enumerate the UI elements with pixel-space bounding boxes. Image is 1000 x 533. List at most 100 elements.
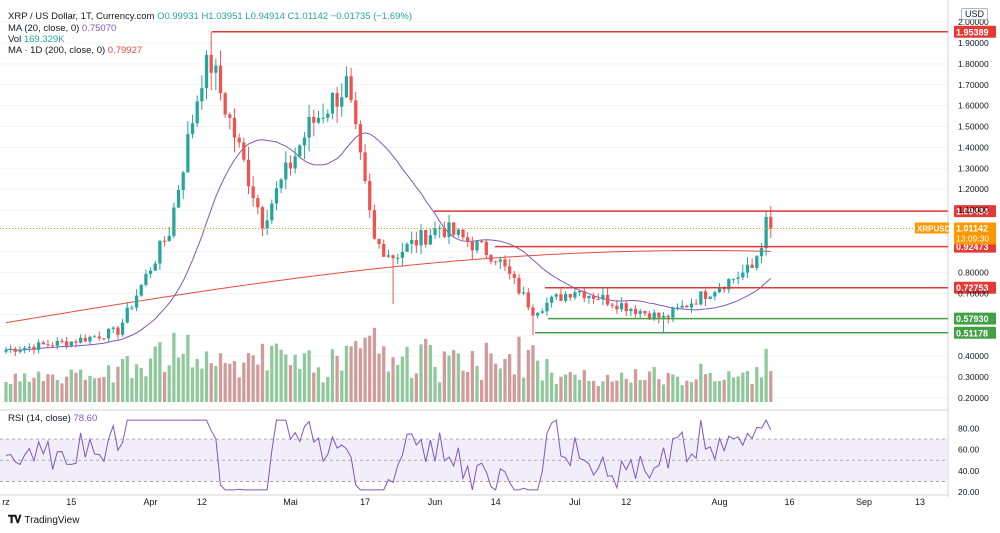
volume-bar <box>433 366 437 402</box>
candle-body <box>46 344 50 346</box>
volume-bar <box>545 358 549 402</box>
candle-body <box>605 294 610 305</box>
candle-body <box>643 311 647 314</box>
price-tick-label: 1.40000 <box>958 142 989 152</box>
volume-bar <box>158 342 162 402</box>
volume-bar <box>228 363 232 402</box>
candle-body <box>549 296 554 303</box>
volume-bar <box>755 367 759 402</box>
volume-bar <box>382 346 386 402</box>
candle-body <box>340 97 344 107</box>
candle-body <box>666 315 670 318</box>
candlestick-series <box>4 31 773 357</box>
level-label-bg <box>954 25 996 38</box>
volume-bar <box>284 354 288 402</box>
legend-rsi-row[interactable]: RSI (14, close) 78.60 <box>8 413 97 424</box>
time-tick-label: rz <box>2 497 10 507</box>
volume-bar <box>596 386 600 402</box>
horizontal-levels[interactable]: 1.95389 1.09434 0.92473 0.72753 0.57930 0.511… <box>0 25 996 339</box>
candle-body <box>51 345 55 347</box>
volume-bar <box>466 371 470 402</box>
volume-bar <box>270 345 274 402</box>
candle-body <box>326 113 330 118</box>
candle-body <box>484 241 488 256</box>
volume-bar <box>424 338 428 402</box>
volume-bar <box>554 383 558 402</box>
volume-bar <box>657 379 661 402</box>
volume-bar <box>722 379 726 402</box>
volume-bar <box>386 371 391 402</box>
volume-bar <box>335 355 339 402</box>
candle-body <box>675 307 680 309</box>
volume-bar <box>750 383 754 402</box>
candle-body <box>647 313 652 320</box>
volume-bar <box>745 371 750 402</box>
level-label: 0.51178 <box>956 328 988 338</box>
candle-body <box>745 264 750 273</box>
candle-body <box>293 156 297 169</box>
candle-body <box>405 243 409 252</box>
candle-body <box>386 255 391 257</box>
volume-bar <box>400 356 405 402</box>
candle-body <box>769 216 773 229</box>
volume-bar <box>279 349 283 402</box>
candle-body <box>480 241 484 243</box>
candle-body <box>32 346 36 350</box>
volume-bar <box>111 382 115 402</box>
volume-bar <box>209 363 213 402</box>
volume-bar <box>134 364 139 402</box>
volume-bar <box>27 381 31 402</box>
candle-body <box>610 304 614 306</box>
volume-bar <box>680 385 684 402</box>
candle-body <box>563 294 568 301</box>
candle-body <box>671 308 675 318</box>
legend-ma200-row[interactable]: MA · 1D (200, close, 0) 0.79927 <box>8 45 142 56</box>
level-label: 0.57930 <box>956 314 989 324</box>
volume-bar <box>368 335 372 402</box>
volume-bar <box>605 374 610 402</box>
volume-bar <box>442 351 446 402</box>
candle-body <box>466 237 470 242</box>
volume-bar <box>214 365 218 402</box>
volume-bar <box>200 368 204 402</box>
candle-body <box>172 207 176 236</box>
volume-bar <box>727 371 731 402</box>
candle-body <box>750 264 754 269</box>
volume-bar <box>181 353 185 402</box>
legend-symbol-row: XRP / US Dollar, 1T, Currency.com O0.999… <box>8 11 412 22</box>
legend-ma20-row[interactable]: MA (20, close, 0) 0.75070 <box>8 23 116 34</box>
volume-bar <box>540 380 544 402</box>
volume-bar <box>601 381 605 402</box>
volume-bar <box>312 372 316 402</box>
volume-bar <box>573 374 577 402</box>
time-tick-label: Sep <box>856 497 872 507</box>
volume-bar <box>125 356 129 402</box>
volume-bar <box>251 355 255 402</box>
tradingview-icon: 𝐓𝐕 <box>8 514 21 526</box>
volume-bar <box>591 380 596 402</box>
volume-bar <box>55 379 59 402</box>
candle-body <box>699 291 703 305</box>
candle-body <box>424 230 428 245</box>
volume-bar <box>517 336 521 402</box>
volume-bar <box>377 353 381 402</box>
volume-bar <box>78 369 83 402</box>
volume-bar <box>689 382 694 402</box>
candle-body <box>144 273 148 285</box>
volume-bar <box>186 334 190 402</box>
candle-body <box>162 240 167 242</box>
candle-body <box>120 322 125 335</box>
candle-body <box>456 229 460 235</box>
candle-body <box>209 54 213 73</box>
volume-bar <box>74 372 78 402</box>
volume-bar <box>428 345 432 402</box>
volume-bar <box>204 351 209 402</box>
candle-body <box>181 172 185 191</box>
tradingview-logo[interactable]: 𝐓𝐕 TradingView <box>8 514 79 527</box>
candle-body <box>419 230 423 246</box>
legend-vol-row[interactable]: Vol 169.329K <box>8 34 65 45</box>
volume-bar <box>321 382 325 402</box>
candle-body <box>18 350 22 352</box>
currency-button[interactable]: USD <box>961 8 989 20</box>
